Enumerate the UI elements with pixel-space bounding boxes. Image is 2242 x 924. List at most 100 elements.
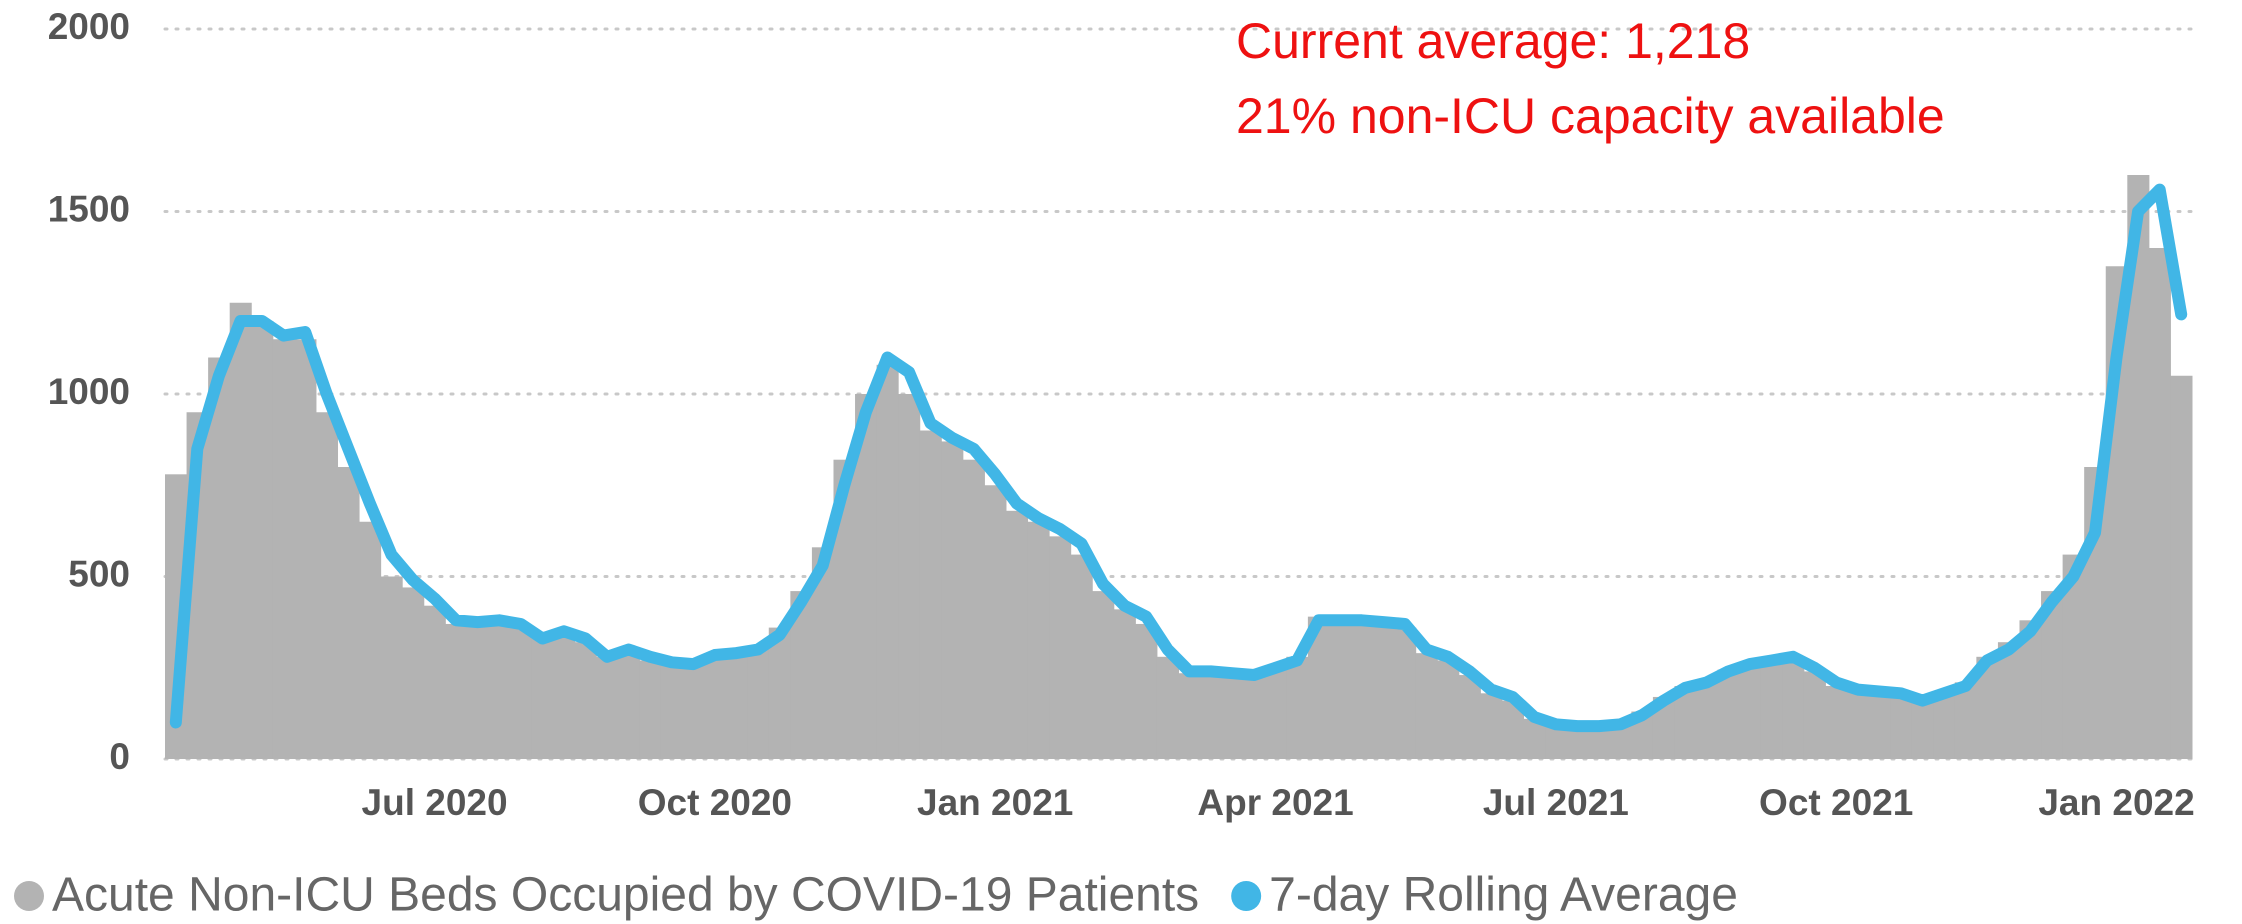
bar (1954, 682, 1977, 759)
bar (337, 467, 360, 759)
y-tick-label: 1500 (48, 188, 130, 229)
legend-marker (1231, 881, 1262, 911)
bar (553, 631, 576, 759)
bar (2148, 248, 2171, 759)
bar (1307, 616, 1330, 759)
bar (1372, 623, 1395, 759)
bar (1717, 669, 1740, 759)
bar (1394, 627, 1417, 759)
bar (1200, 673, 1223, 759)
bar (790, 591, 813, 759)
bar (272, 339, 295, 759)
annotation: Current average: 1,218 (1236, 13, 1750, 69)
bar (1890, 695, 1913, 759)
bar (380, 576, 403, 759)
bar (2019, 620, 2042, 759)
bar (1997, 642, 2020, 759)
bars (165, 175, 2193, 759)
bar (1868, 693, 1891, 759)
bar (747, 645, 770, 759)
bar (359, 521, 382, 759)
bar (1609, 722, 1632, 759)
bar (876, 364, 899, 759)
bar (617, 649, 640, 759)
bar (2170, 375, 2193, 759)
bar (1933, 691, 1956, 759)
bar (445, 623, 468, 759)
bar (1329, 620, 1352, 759)
bar (725, 653, 748, 759)
bar (1652, 696, 1675, 759)
bar (1221, 675, 1244, 759)
bar (1005, 510, 1029, 759)
bar (962, 459, 985, 759)
bar (833, 459, 856, 759)
bar (1545, 726, 1568, 759)
bar (2041, 591, 2064, 759)
bar (919, 430, 942, 759)
bar (639, 660, 662, 759)
x-tick-label: Oct 2020 (638, 782, 792, 823)
legend-label: Acute Non-ICU Beds Occupied by COVID-19 … (52, 869, 1199, 922)
bar (1846, 691, 1870, 759)
bar (682, 660, 705, 759)
x-tick-label: Jul 2020 (362, 782, 508, 823)
bar (1782, 660, 1805, 759)
bar (660, 664, 684, 759)
bar (1976, 656, 1999, 759)
bar (574, 642, 597, 759)
y-tick-label: 500 (68, 553, 130, 594)
legend-label: 7-day Rolling Average (1269, 869, 1738, 922)
bar (1178, 673, 1201, 759)
x-tick-label: Jul 2021 (1483, 782, 1629, 823)
bar (402, 587, 425, 759)
bar (315, 412, 339, 759)
bar (531, 638, 554, 759)
bar (1351, 622, 1374, 759)
bar (1092, 591, 1115, 759)
bar (423, 605, 446, 759)
bar (1523, 718, 1546, 759)
bar (294, 339, 317, 759)
y-tick-label: 0 (109, 736, 130, 777)
bar (1264, 665, 1287, 759)
bar (488, 620, 511, 759)
x-tick-label: Apr 2021 (1197, 782, 1353, 823)
bar (855, 394, 878, 759)
bar (1415, 653, 1438, 759)
bar (596, 656, 619, 759)
bar (1049, 536, 1072, 759)
bar (704, 653, 727, 759)
line (169, 183, 2188, 733)
bar (898, 394, 921, 759)
bar (2062, 554, 2085, 759)
bar (1674, 686, 1697, 759)
bar (1825, 686, 1848, 759)
bar (1501, 700, 1525, 759)
labels: 0 500 1000 1500 2000 Jul 2020 Oct 2020 Jan 2021… (14, 6, 2195, 922)
bar (1911, 698, 1934, 759)
bar (1696, 680, 1719, 759)
legend-marker (14, 881, 44, 911)
bar (768, 627, 791, 759)
bar (466, 623, 489, 759)
x-tick-label: Jan 2021 (917, 782, 1073, 823)
bar (510, 627, 533, 759)
bar (1070, 554, 1093, 759)
bar (1739, 662, 1762, 759)
bar (811, 547, 834, 759)
bar (1156, 656, 1179, 759)
bar (1243, 675, 1266, 759)
bar (984, 485, 1007, 759)
bar (1027, 521, 1050, 759)
x-tick-label: Oct 2021 (1759, 782, 1913, 823)
bar (1458, 675, 1481, 759)
x-tick-label: Jan 2022 (2038, 782, 2194, 823)
bar (1588, 726, 1611, 759)
bar (208, 357, 231, 759)
bar (1803, 671, 1826, 759)
bar (1135, 623, 1158, 759)
bar (1566, 726, 1589, 759)
y-tick-label: 2000 (48, 6, 130, 47)
